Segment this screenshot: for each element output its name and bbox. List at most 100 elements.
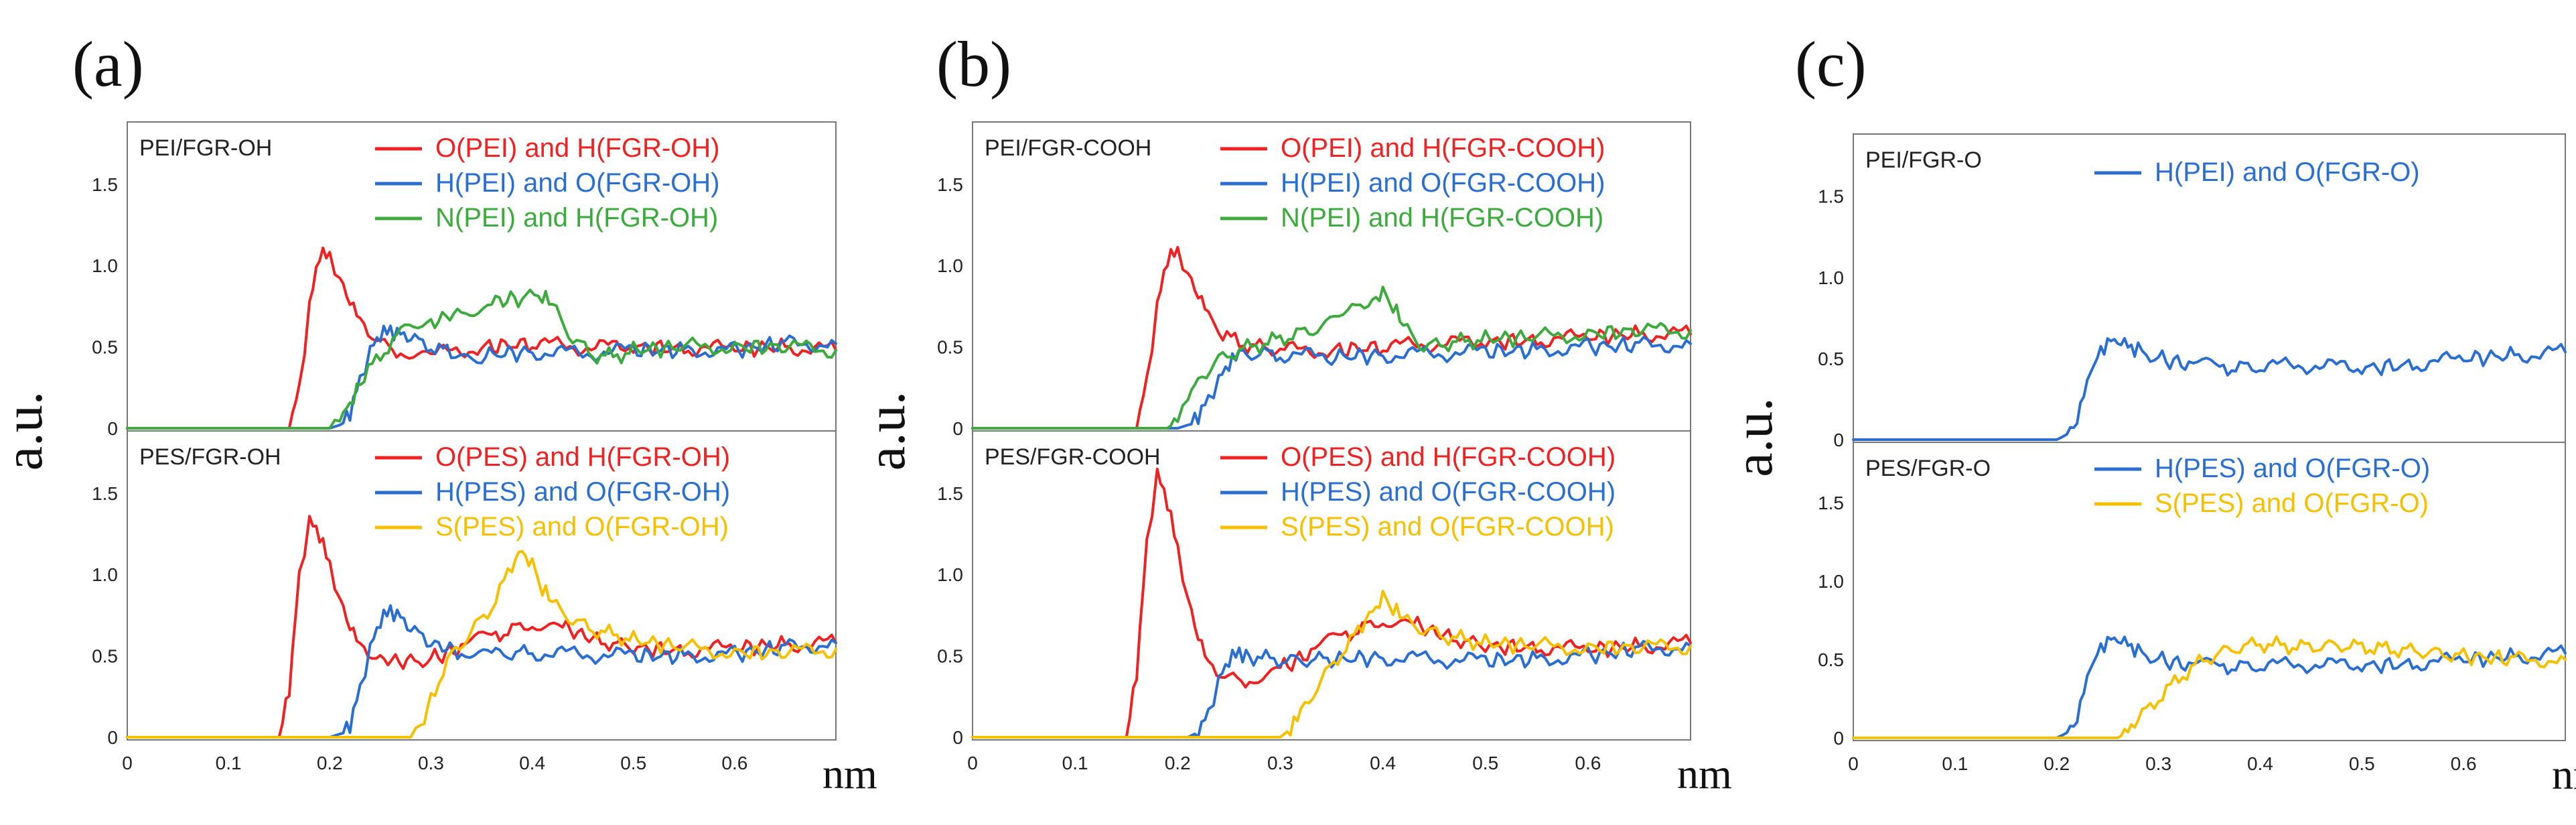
subplot-pei-fgr-oh: 0 0.5 1.0 1.5 PEI/FGR-OH O(PEI) and H(FGR-OH)… bbox=[92, 133, 837, 439]
subplot-title: PEI/FGR-O bbox=[1865, 147, 1982, 173]
series-line bbox=[126, 550, 837, 739]
series-line bbox=[971, 467, 1692, 739]
subplot-title: PES/FGR-OH bbox=[139, 444, 281, 470]
y-tick-label: 0 bbox=[1833, 430, 1844, 450]
y-axis-label: a.u. bbox=[1723, 397, 1784, 477]
legend-label: S(PES) and O(FGR-OH) bbox=[435, 512, 729, 542]
y-tick-label: 1.5 bbox=[92, 483, 118, 504]
y-tick-label: 0 bbox=[107, 418, 118, 439]
legend-label: O(PEI) and H(FGR-OH) bbox=[435, 133, 719, 163]
legend-label: O(PES) and H(FGR-COOH) bbox=[1281, 442, 1616, 472]
plot-frame bbox=[1853, 133, 2566, 741]
series-line bbox=[971, 639, 1692, 739]
series-line bbox=[1852, 336, 2567, 441]
series-line bbox=[1852, 635, 2567, 739]
legend-label: H(PEI) and O(FGR-COOH) bbox=[1281, 168, 1605, 198]
y-tick-label: 1.5 bbox=[92, 174, 118, 195]
panel-a: (a) a.u. nm 0 0.1 0.2 0.3 0.4 0.5 0.6 0 0.5 1.0 1.5 PE… bbox=[0, 28, 877, 798]
legend-entry: H(PES) and O(FGR-OH) bbox=[375, 477, 730, 507]
series-line bbox=[126, 246, 837, 430]
x-tick-label: 0.1 bbox=[216, 753, 242, 773]
subplot-pes-fgr-cooh: 0 0.5 1.0 1.5 PES/FGR-COOH O(PES) and H(FGR-C… bbox=[937, 442, 1692, 748]
x-tick-label: 0.4 bbox=[1370, 753, 1396, 773]
subplot-pes-fgr-o: 0 0.5 1.0 1.5 PES/FGR-O H(PES) and O(FGR-O) S(… bbox=[1818, 454, 2567, 749]
series-line bbox=[1852, 635, 2567, 739]
subplot-title: PEI/FGR-OH bbox=[139, 135, 272, 161]
y-tick-label: 1.5 bbox=[1818, 493, 1844, 513]
x-unit-label: nm bbox=[2552, 751, 2576, 798]
y-tick-label: 1.5 bbox=[1818, 186, 1844, 207]
x-tick-label: 0.2 bbox=[2044, 753, 2070, 774]
series-line bbox=[126, 515, 837, 739]
x-tick-label: 0 bbox=[122, 753, 133, 773]
x-tick-label: 0.6 bbox=[2451, 753, 2477, 774]
y-tick-label: 0.5 bbox=[937, 337, 963, 358]
series-line bbox=[971, 590, 1692, 739]
y-tick-label: 0 bbox=[107, 727, 118, 748]
x-tick-label: 0.5 bbox=[2349, 753, 2375, 774]
x-tick-label: 0.6 bbox=[1575, 753, 1601, 773]
legend-label: O(PEI) and H(FGR-COOH) bbox=[1281, 133, 1605, 163]
legend-entry: O(PES) and H(FGR-COOH) bbox=[1220, 442, 1616, 472]
panel-label: (a) bbox=[72, 28, 144, 100]
legend-label: N(PEI) and H(FGR-COOH) bbox=[1281, 203, 1603, 233]
x-tick-label: 0.4 bbox=[519, 753, 545, 773]
y-tick-label: 0 bbox=[952, 418, 963, 439]
legend-label: S(PES) and O(FGR-COOH) bbox=[1281, 512, 1614, 542]
x-tick-label: 0.3 bbox=[1267, 753, 1293, 773]
x-tick-label: 0.2 bbox=[1165, 753, 1191, 773]
x-tick-label: 0.5 bbox=[620, 753, 646, 773]
series-line bbox=[126, 324, 837, 430]
y-tick-label: 1.0 bbox=[1818, 571, 1844, 592]
y-tick-label: 0.5 bbox=[1818, 649, 1844, 670]
x-tick-label: 0 bbox=[967, 753, 978, 773]
legend-entry: S(PES) and O(FGR-O) bbox=[2094, 489, 2429, 518]
y-tick-label: 0.5 bbox=[92, 337, 118, 358]
y-tick-label: 0 bbox=[1833, 728, 1844, 749]
subplot-pei-fgr-cooh: 0 0.5 1.0 1.5 PEI/FGR-COOH O(PEI) and H(FGR-C… bbox=[937, 133, 1692, 439]
y-tick-label: 1.0 bbox=[92, 255, 118, 276]
y-tick-label: 1.0 bbox=[1818, 267, 1844, 288]
y-tick-label: 0 bbox=[952, 727, 963, 748]
y-tick-label: 0.5 bbox=[937, 646, 963, 667]
x-tick-label: 0.3 bbox=[2145, 753, 2171, 774]
subplot-pei-fgr-o: 0 0.5 1.0 1.5 PEI/FGR-O H(PEI) and O(FGR-O) bbox=[1818, 147, 2567, 450]
legend-entry: S(PES) and O(FGR-COOH) bbox=[1220, 512, 1614, 542]
y-tick-label: 0.5 bbox=[92, 646, 118, 667]
x-tick-label: 0.5 bbox=[1472, 753, 1498, 773]
subplot-pes-fgr-oh: 0 0.5 1.0 1.5 PES/FGR-OH O(PES) and H(FGR-OH)… bbox=[92, 442, 837, 748]
legend-entry: O(PEI) and H(FGR-COOH) bbox=[1220, 133, 1605, 163]
y-tick-label: 1.5 bbox=[937, 174, 963, 195]
y-tick-label: 1.0 bbox=[92, 564, 118, 585]
legend-label: H(PES) and O(FGR-COOH) bbox=[1281, 477, 1616, 507]
panel-c: (c) a.u. nm 0 0.1 0.2 0.3 0.4 0.5 0.6 0 0.5 1.0 1.5 PE… bbox=[1723, 28, 2576, 798]
legend-entry: H(PES) and O(FGR-COOH) bbox=[1220, 477, 1616, 507]
legend-label: H(PEI) and O(FGR-O) bbox=[2155, 157, 2420, 187]
legend-label: N(PEI) and H(FGR-OH) bbox=[435, 203, 718, 233]
subplot-title: PES/FGR-COOH bbox=[985, 444, 1161, 470]
legend-label: H(PES) and O(FGR-O) bbox=[2155, 454, 2430, 483]
x-tick-label: 0.3 bbox=[418, 753, 444, 773]
legend-label: O(PES) and H(FGR-OH) bbox=[435, 442, 730, 472]
legend-entry: H(PEI) and O(FGR-COOH) bbox=[1220, 168, 1605, 198]
y-tick-label: 1.0 bbox=[937, 255, 963, 276]
legend-entry: O(PEI) and H(FGR-OH) bbox=[375, 133, 719, 163]
y-tick-label: 0.5 bbox=[1818, 348, 1844, 369]
y-axis-label: a.u. bbox=[855, 391, 916, 470]
legend-label: H(PES) and O(FGR-OH) bbox=[435, 477, 730, 507]
y-tick-label: 1.5 bbox=[937, 483, 963, 504]
legend-label: H(PEI) and O(FGR-OH) bbox=[435, 168, 719, 198]
legend-entry: H(PEI) and O(FGR-O) bbox=[2094, 157, 2420, 187]
legend-entry: H(PES) and O(FGR-O) bbox=[2094, 454, 2430, 483]
legend-entry: H(PEI) and O(FGR-OH) bbox=[375, 168, 719, 198]
series-line bbox=[126, 604, 837, 739]
legend-entry: O(PES) and H(FGR-OH) bbox=[375, 442, 730, 472]
x-tick-label: 0 bbox=[1848, 753, 1859, 774]
panel-label: (b) bbox=[936, 28, 1011, 100]
legend-entry: N(PEI) and H(FGR-OH) bbox=[375, 203, 718, 233]
x-tick-label: 0.1 bbox=[1062, 753, 1088, 773]
series-line bbox=[126, 288, 837, 430]
x-tick-label: 0.6 bbox=[721, 753, 747, 773]
y-axis-label: a.u. bbox=[0, 391, 54, 470]
